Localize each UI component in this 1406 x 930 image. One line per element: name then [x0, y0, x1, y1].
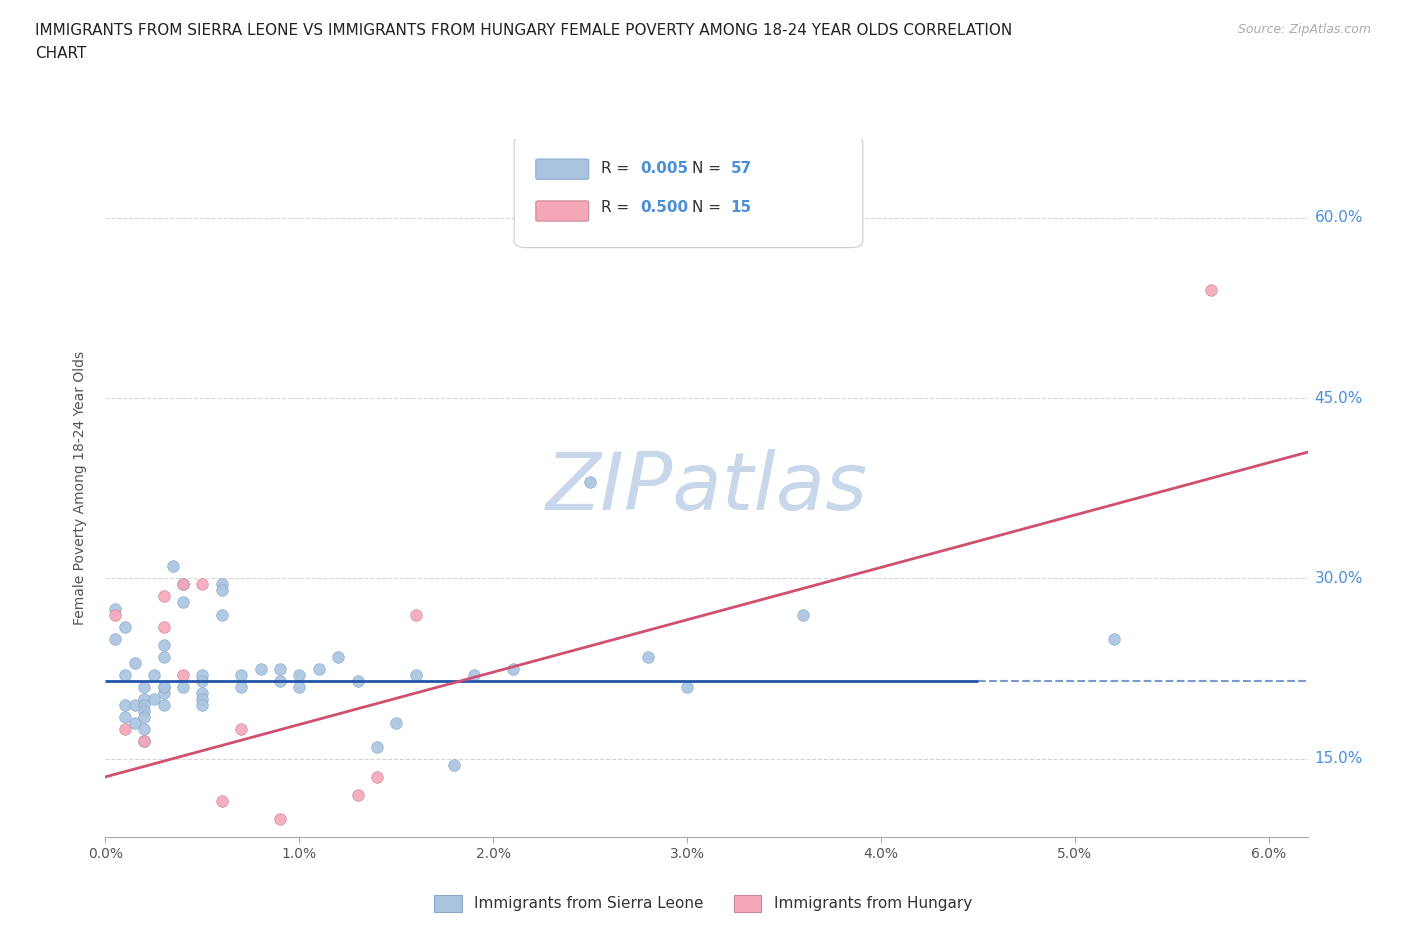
- Point: [172, 595, 194, 610]
- Point: [191, 685, 214, 700]
- Text: CHART: CHART: [35, 46, 87, 61]
- Point: [124, 715, 146, 730]
- Text: 45.0%: 45.0%: [1315, 391, 1362, 405]
- Point: [211, 577, 233, 591]
- Legend: Immigrants from Sierra Leone, Immigrants from Hungary: Immigrants from Sierra Leone, Immigrants…: [427, 889, 979, 918]
- Text: R =: R =: [600, 161, 634, 177]
- Point: [124, 656, 146, 671]
- Point: [269, 812, 291, 827]
- Point: [405, 607, 427, 622]
- FancyBboxPatch shape: [515, 136, 863, 247]
- Point: [326, 649, 349, 664]
- Point: [288, 667, 311, 682]
- Point: [405, 667, 427, 682]
- Point: [152, 589, 174, 604]
- Point: [134, 722, 156, 737]
- Text: N =: N =: [692, 200, 725, 216]
- Point: [269, 661, 291, 676]
- Point: [211, 793, 233, 808]
- Point: [152, 637, 174, 652]
- Point: [346, 788, 368, 803]
- Text: 60.0%: 60.0%: [1315, 210, 1362, 225]
- Point: [142, 691, 165, 706]
- Point: [191, 673, 214, 688]
- Point: [792, 607, 814, 622]
- Text: 0.500: 0.500: [640, 200, 689, 216]
- Point: [134, 703, 156, 718]
- Point: [152, 649, 174, 664]
- Text: IMMIGRANTS FROM SIERRA LEONE VS IMMIGRANTS FROM HUNGARY FEMALE POVERTY AMONG 18-: IMMIGRANTS FROM SIERRA LEONE VS IMMIGRAN…: [35, 23, 1012, 38]
- Point: [114, 619, 136, 634]
- Text: 57: 57: [731, 161, 752, 177]
- Point: [104, 607, 127, 622]
- Point: [579, 475, 602, 490]
- Point: [191, 577, 214, 591]
- Point: [637, 649, 659, 664]
- Point: [104, 631, 127, 646]
- Point: [134, 710, 156, 724]
- Point: [288, 679, 311, 694]
- Point: [114, 667, 136, 682]
- Text: 15: 15: [731, 200, 752, 216]
- Point: [191, 691, 214, 706]
- Point: [366, 739, 388, 754]
- Point: [231, 679, 253, 694]
- Point: [249, 661, 271, 676]
- Y-axis label: Female Poverty Among 18-24 Year Olds: Female Poverty Among 18-24 Year Olds: [73, 352, 87, 625]
- Point: [134, 679, 156, 694]
- Text: 0.005: 0.005: [640, 161, 689, 177]
- Point: [152, 619, 174, 634]
- Text: N =: N =: [692, 161, 725, 177]
- Point: [191, 667, 214, 682]
- Text: 30.0%: 30.0%: [1315, 571, 1362, 586]
- Point: [152, 685, 174, 700]
- Text: Source: ZipAtlas.com: Source: ZipAtlas.com: [1237, 23, 1371, 36]
- Point: [172, 679, 194, 694]
- Point: [443, 757, 465, 772]
- Point: [114, 722, 136, 737]
- Point: [142, 667, 165, 682]
- Point: [1199, 283, 1222, 298]
- Text: R =: R =: [600, 200, 634, 216]
- Point: [172, 577, 194, 591]
- Point: [162, 559, 184, 574]
- Point: [269, 673, 291, 688]
- Point: [385, 715, 408, 730]
- Point: [1102, 631, 1125, 646]
- Point: [211, 583, 233, 598]
- Point: [346, 673, 368, 688]
- Point: [134, 734, 156, 749]
- Point: [211, 607, 233, 622]
- Point: [172, 667, 194, 682]
- Point: [463, 667, 485, 682]
- FancyBboxPatch shape: [536, 201, 589, 221]
- Point: [124, 698, 146, 712]
- Point: [134, 691, 156, 706]
- Point: [114, 698, 136, 712]
- Point: [134, 734, 156, 749]
- Point: [231, 722, 253, 737]
- FancyBboxPatch shape: [536, 159, 589, 179]
- Point: [114, 710, 136, 724]
- Point: [676, 679, 699, 694]
- Point: [231, 667, 253, 682]
- Point: [366, 769, 388, 784]
- Point: [134, 698, 156, 712]
- Text: 15.0%: 15.0%: [1315, 751, 1362, 766]
- Point: [104, 601, 127, 616]
- Point: [152, 679, 174, 694]
- Point: [308, 661, 330, 676]
- Text: ZIPatlas: ZIPatlas: [546, 449, 868, 527]
- Point: [502, 661, 524, 676]
- Point: [191, 698, 214, 712]
- Point: [172, 577, 194, 591]
- Point: [152, 679, 174, 694]
- Point: [152, 698, 174, 712]
